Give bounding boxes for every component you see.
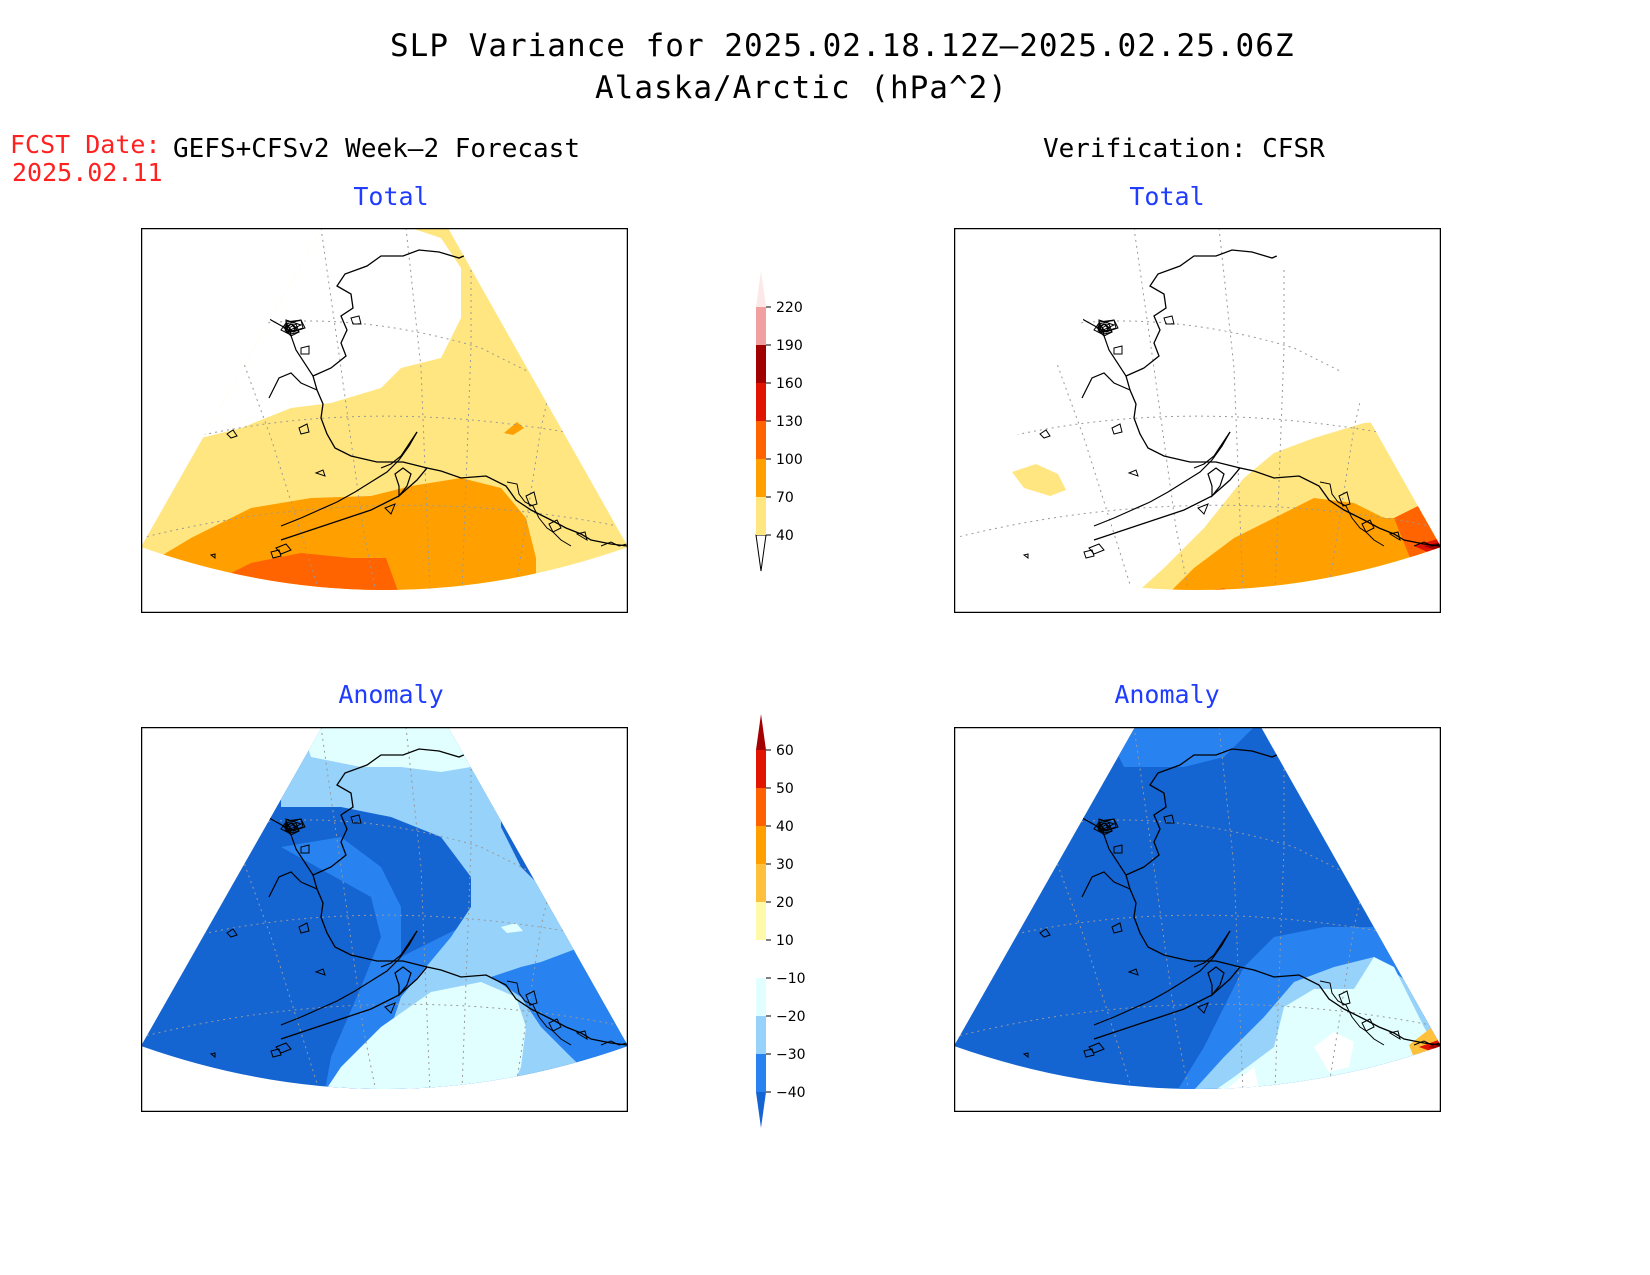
verification-total-subtitle: Total [1129, 182, 1205, 211]
forecast-anomaly-map [141, 727, 628, 1112]
verification-total-map [954, 228, 1441, 613]
anomaly-colorbar-segment [756, 864, 766, 902]
anomaly-colorbar-tick-label: 10 [776, 933, 794, 949]
verification-total-field-40-70-west [1012, 464, 1066, 496]
anomaly-colorbar-segment [756, 902, 766, 940]
forecast-anomaly-field-minus10-10-patch [501, 923, 523, 933]
anomaly-colorbar-tick-label: 30 [776, 857, 794, 873]
verification-anomaly-field-neutral [1199, 1067, 1264, 1089]
verification-total-field-100-130 [1179, 588, 1249, 590]
total-colorbar-segment [756, 345, 766, 383]
forecast-anomaly-field-minus10-10-south [311, 982, 526, 1089]
forecast-date-label: FCST Date: [10, 130, 161, 159]
total-colorbar-bottom-cap [755, 534, 767, 572]
total-colorbar-tick-label: 40 [776, 528, 794, 544]
forecast-anomaly-field-minus30-minus20-east [541, 967, 591, 1007]
total-colorbar-tick-label: 100 [776, 452, 803, 468]
total-colorbar-tick-label: 70 [776, 490, 794, 506]
anomaly-colorbar-tick-label: 20 [776, 895, 794, 911]
total-colorbar-tick-label: 130 [776, 414, 803, 430]
verification-anomaly-map [954, 727, 1441, 1112]
anomaly-colorbar-segment [756, 1054, 766, 1092]
forecast-total-map [141, 228, 628, 613]
anomaly-colorbar-segment [756, 788, 766, 826]
anomaly-colorbar-tick-label: 50 [776, 781, 794, 797]
anomaly-colorbar-top-cap [756, 714, 766, 750]
forecast-anomaly-field-minus10-10 [301, 727, 471, 772]
forecast-total-subtitle: Total [353, 182, 429, 211]
anomaly-colorbar-tick-label: −10 [776, 971, 806, 987]
anomaly-colorbar-segment [756, 1016, 766, 1054]
anomaly-colorbar-segment [756, 978, 766, 1016]
forecast-total-field-100-130 [201, 553, 406, 590]
verification-column-header: Verification: CFSR [1043, 134, 1325, 164]
anomaly-colorbar-tick-label: −30 [776, 1047, 806, 1063]
total-colorbar-segment [756, 497, 766, 535]
anomaly-colorbar-tick-label: −20 [776, 1009, 806, 1025]
anomaly-colorbar-tick-label: 40 [776, 819, 794, 835]
total-colorbar-segment [756, 307, 766, 345]
anomaly-colorbar: −40 −30 −20 −10 10 20 30 40 50 60 [756, 714, 806, 1128]
total-colorbar-segment [756, 459, 766, 497]
verification-anomaly-subtitle: Anomaly [1114, 680, 1220, 709]
anomaly-colorbar-tick-label: 60 [776, 743, 794, 759]
total-colorbar-segment [756, 421, 766, 459]
anomaly-colorbar-tick-label: −40 [776, 1085, 806, 1101]
anomaly-colorbar-bottom-cap [756, 1092, 766, 1128]
anomaly-colorbar-segment [756, 750, 766, 788]
forecast-column-header: GEFS+CFSv2 Week–2 Forecast [173, 134, 580, 164]
forecast-total-field-small-70-100 [504, 422, 524, 435]
total-colorbar-top-cap [756, 271, 766, 307]
anomaly-colorbar-segment [756, 940, 766, 978]
verification-anomaly-field-minus30-minus20-north [1114, 727, 1254, 767]
total-colorbar-tick-label: 160 [776, 376, 803, 392]
chart-title-line1: SLP Variance for 2025.02.18.12Z–2025.02.… [390, 28, 1295, 64]
anomaly-colorbar-segment [756, 826, 766, 864]
total-colorbar-tick-label: 190 [776, 338, 803, 354]
total-colorbar-tick-label: 220 [776, 300, 803, 316]
forecast-anomaly-subtitle: Anomaly [338, 680, 444, 709]
verification-anomaly-field-neutral-east [1314, 1032, 1354, 1072]
chart-title-line2: Alaska/Arctic (hPa^2) [595, 70, 1008, 106]
total-colorbar-segment [756, 383, 766, 421]
forecast-date-value: 2025.02.11 [12, 158, 163, 187]
total-colorbar: 40 70 100 130 160 190 220 [755, 271, 803, 572]
